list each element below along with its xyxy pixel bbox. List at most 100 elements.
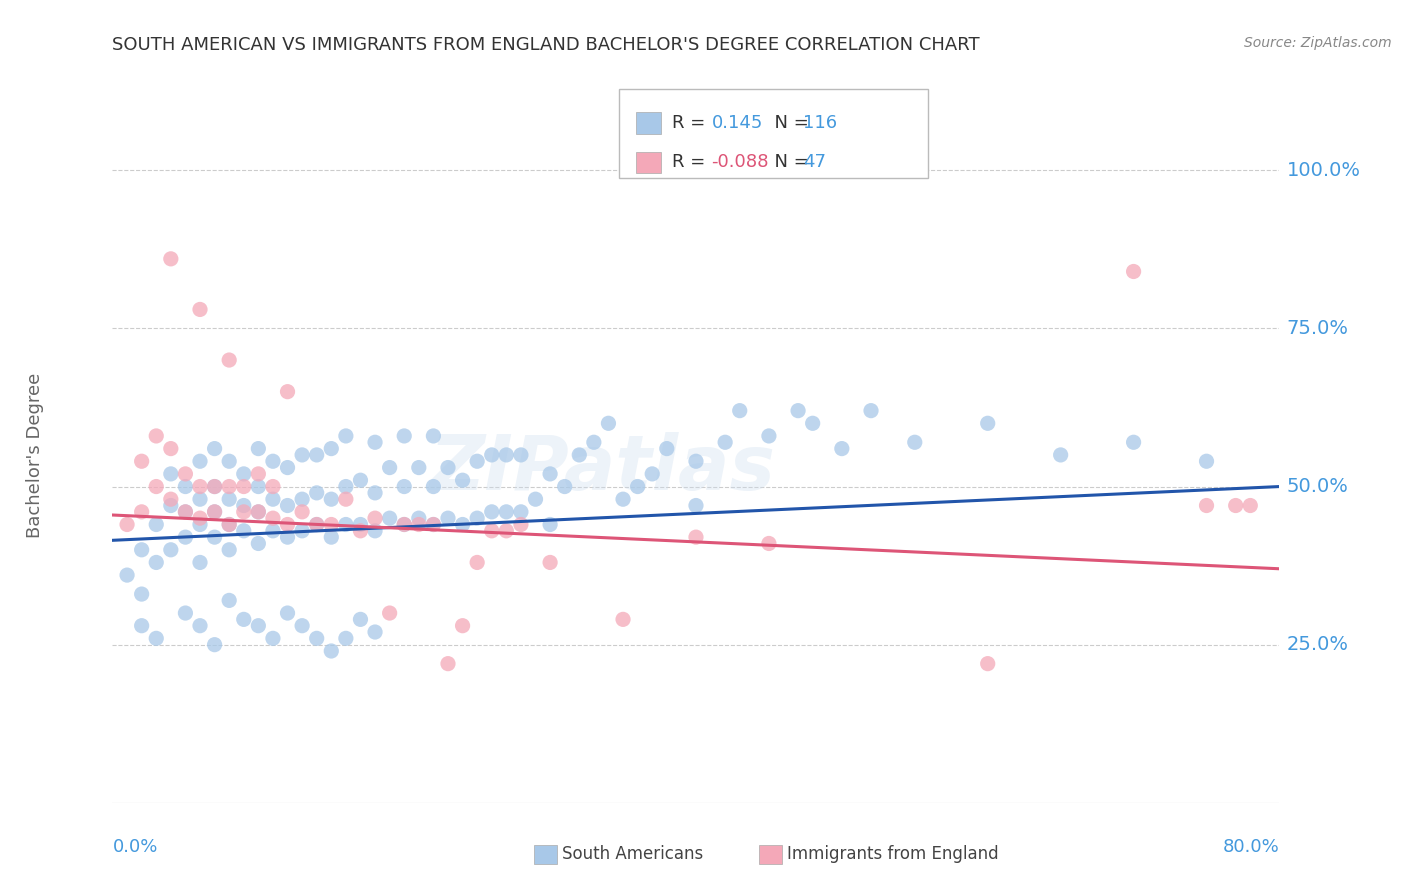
Point (218, 454, 240, 468)
Point (188, 479, 211, 493)
Point (232, 467, 254, 481)
Point (422, 479, 444, 493)
Point (714, 435, 737, 450)
Point (305, 517, 328, 532)
Text: -0.088: -0.088 (711, 153, 769, 171)
Point (1195, 454, 1218, 468)
Point (728, 403, 751, 417)
Text: ZIPatlas: ZIPatlas (430, 432, 776, 506)
Text: 50.0%: 50.0% (1286, 477, 1348, 496)
Point (145, 556, 167, 570)
Point (160, 442, 183, 456)
Point (291, 524, 314, 538)
Point (422, 517, 444, 532)
Point (451, 618, 474, 632)
Point (538, 556, 561, 570)
Point (335, 632, 357, 646)
Point (465, 556, 488, 570)
Point (262, 632, 284, 646)
Point (131, 454, 153, 468)
Point (276, 530, 298, 544)
Point (554, 479, 576, 493)
Point (598, 417, 620, 431)
Point (174, 505, 197, 519)
Point (247, 536, 270, 550)
Point (291, 618, 314, 632)
Point (904, 435, 927, 450)
Point (145, 429, 167, 443)
Point (305, 632, 328, 646)
Point (145, 632, 167, 646)
Point (408, 511, 430, 525)
Point (188, 511, 211, 525)
Point (174, 467, 197, 481)
Point (685, 530, 707, 544)
Point (160, 542, 183, 557)
Point (349, 517, 371, 532)
Point (495, 448, 517, 462)
Point (218, 492, 240, 507)
Point (641, 467, 664, 481)
Point (321, 442, 343, 456)
Text: Source: ZipAtlas.com: Source: ZipAtlas.com (1244, 36, 1392, 50)
Point (422, 517, 444, 532)
Point (1049, 448, 1071, 462)
Point (612, 492, 634, 507)
Point (204, 479, 226, 493)
Point (247, 479, 270, 493)
Point (174, 479, 197, 493)
Text: R =: R = (672, 114, 711, 132)
Point (247, 467, 270, 481)
Point (160, 467, 183, 481)
Point (465, 454, 488, 468)
Point (364, 625, 387, 640)
Point (247, 618, 270, 632)
Text: N =: N = (763, 153, 815, 171)
Point (392, 517, 416, 532)
Point (204, 442, 226, 456)
Point (145, 517, 167, 532)
Point (218, 517, 240, 532)
Point (291, 492, 314, 507)
Point (305, 486, 328, 500)
Point (188, 556, 211, 570)
Point (465, 511, 488, 525)
Point (758, 429, 780, 443)
Point (349, 473, 371, 487)
Point (392, 429, 416, 443)
Point (262, 524, 284, 538)
Point (160, 492, 183, 507)
Point (262, 511, 284, 525)
Point (305, 517, 328, 532)
Point (582, 435, 605, 450)
Point (115, 568, 138, 582)
Point (204, 638, 226, 652)
Text: 25.0%: 25.0% (1286, 635, 1348, 654)
Point (364, 435, 387, 450)
Text: 47: 47 (803, 153, 825, 171)
Point (612, 612, 634, 626)
Point (291, 448, 314, 462)
Point (538, 467, 561, 481)
Point (364, 524, 387, 538)
Point (262, 492, 284, 507)
Point (321, 517, 343, 532)
Point (262, 454, 284, 468)
Point (247, 505, 270, 519)
Point (174, 530, 197, 544)
Point (247, 442, 270, 456)
Point (276, 517, 298, 532)
Point (145, 479, 167, 493)
Text: 80.0%: 80.0% (1223, 838, 1279, 856)
Text: 0.0%: 0.0% (112, 838, 157, 856)
Point (481, 448, 503, 462)
Text: Bachelor's Degree: Bachelor's Degree (27, 372, 44, 538)
Point (276, 499, 298, 513)
Point (481, 524, 503, 538)
Point (495, 505, 517, 519)
Point (276, 606, 298, 620)
Point (218, 353, 240, 368)
Point (976, 417, 998, 431)
Point (801, 417, 824, 431)
Point (495, 524, 517, 538)
